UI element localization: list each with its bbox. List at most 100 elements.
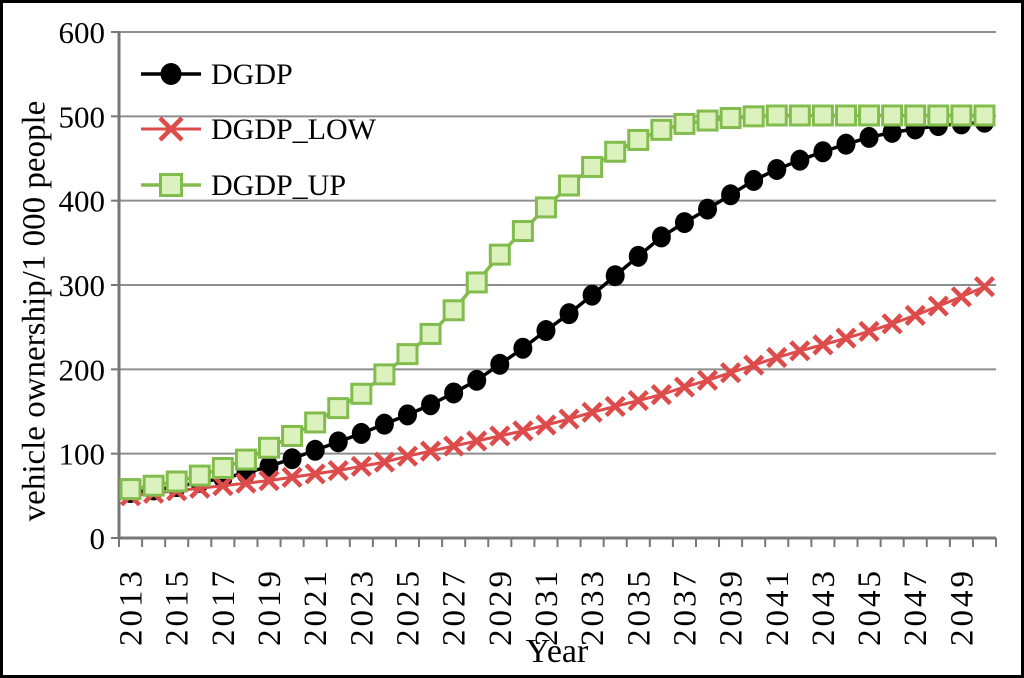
x-tick-label: 2033: [575, 568, 611, 646]
x-tick-label: 2047: [898, 568, 934, 646]
marker-square: [211, 457, 234, 480]
marker-square: [742, 105, 765, 128]
marker-square: [904, 104, 927, 127]
legend-label-DGDP_LOW: DGDP_LOW: [211, 113, 377, 146]
chart-canvas: 0 100 200 300 400 500 600 2013 2015 2017 2019 2021 2…: [59, 15, 997, 646]
marker-x: [904, 304, 926, 326]
marker-circle: [421, 394, 441, 416]
marker-x: [789, 340, 811, 362]
marker-x: [419, 440, 442, 462]
x-axis-title: Year: [525, 633, 589, 670]
marker-x: [235, 472, 257, 494]
marker-circle: [559, 303, 579, 325]
x-tick-label: 2045: [852, 568, 888, 646]
marker-x: [158, 116, 184, 142]
y-tick-label: 600: [59, 15, 106, 50]
marker-square: [673, 112, 696, 135]
marker-square: [119, 478, 142, 501]
marker-x: [281, 466, 303, 488]
marker-square: [258, 436, 281, 459]
x-tick-label: 2043: [806, 568, 842, 646]
marker-x: [812, 334, 834, 356]
legend-label-DGDP_UP: DGDP_UP: [211, 169, 346, 202]
marker-x: [835, 327, 857, 349]
marker-circle: [282, 448, 302, 470]
marker-circle: [490, 353, 510, 375]
marker-circle: [628, 245, 648, 267]
x-tick-label: 2017: [206, 568, 242, 646]
marker-circle: [397, 404, 417, 426]
marker-square: [881, 104, 904, 127]
marker-x: [212, 475, 234, 497]
marker-square: [765, 104, 788, 127]
marker-x: [512, 420, 534, 442]
marker-circle: [444, 382, 464, 404]
marker-square: [650, 118, 673, 141]
marker-x: [489, 425, 511, 447]
marker-x: [650, 384, 672, 406]
marker-x: [327, 459, 349, 482]
marker-square: [811, 104, 834, 127]
marker-circle: [674, 212, 694, 234]
marker-circle: [698, 198, 718, 220]
marker-x: [258, 470, 280, 492]
marker-x: [558, 408, 580, 430]
marker-circle: [513, 337, 533, 359]
x-tick-label: 2041: [760, 568, 796, 646]
marker-square: [419, 322, 442, 345]
marker-square: [511, 220, 534, 243]
marker-x: [881, 313, 903, 335]
y-tick-label: 500: [59, 99, 106, 134]
marker-circle: [859, 126, 879, 148]
marker-square: [465, 271, 488, 294]
marker-x: [581, 401, 603, 423]
marker-square: [350, 382, 373, 405]
marker-circle: [651, 226, 671, 248]
y-tick-label: 300: [59, 268, 106, 303]
marker-circle: [605, 265, 625, 287]
marker-square: [188, 464, 211, 487]
marker-circle: [836, 133, 856, 155]
marker-square: [234, 448, 257, 471]
marker-circle: [351, 422, 371, 444]
marker-x: [627, 389, 649, 412]
marker-x: [373, 451, 395, 473]
y-tick-label: 100: [59, 437, 106, 472]
marker-square: [165, 470, 188, 493]
marker-circle: [328, 431, 348, 453]
marker-square: [581, 155, 604, 178]
marker-x: [443, 435, 465, 457]
marker-x: [927, 295, 949, 317]
marker-square: [627, 128, 650, 151]
x-tick-label: 2049: [944, 568, 980, 646]
marker-square: [396, 343, 419, 366]
x-tick-label: 2021: [298, 568, 334, 646]
marker-x: [673, 376, 696, 398]
marker-square: [834, 104, 857, 127]
x-tick-label: 2013: [114, 568, 150, 646]
marker-square: [281, 424, 304, 447]
marker-square: [558, 174, 581, 197]
marker-x: [466, 430, 488, 452]
marker-square: [534, 196, 557, 219]
marker-square: [950, 104, 973, 127]
legend-label-DGDP: DGDP: [211, 58, 293, 91]
marker-circle: [467, 369, 487, 391]
marker-square: [858, 104, 881, 127]
y-axis-title: vehicle ownership/1 000 people: [16, 100, 53, 522]
marker-circle: [160, 63, 182, 85]
marker-x: [743, 354, 765, 376]
marker-square: [373, 363, 396, 386]
y-tick-label: 200: [59, 352, 106, 387]
marker-square: [142, 474, 165, 497]
x-tick-label: 2027: [437, 568, 473, 646]
x-tick-label: 2015: [160, 568, 196, 646]
marker-square: [719, 107, 742, 130]
marker-x: [396, 445, 419, 467]
x-tick-label: 2023: [344, 568, 380, 646]
marker-square: [304, 411, 327, 434]
x-tick-label: 2037: [667, 568, 703, 646]
y-tick-label: 0: [90, 521, 106, 556]
marker-x: [350, 455, 372, 477]
marker-square: [973, 104, 996, 127]
